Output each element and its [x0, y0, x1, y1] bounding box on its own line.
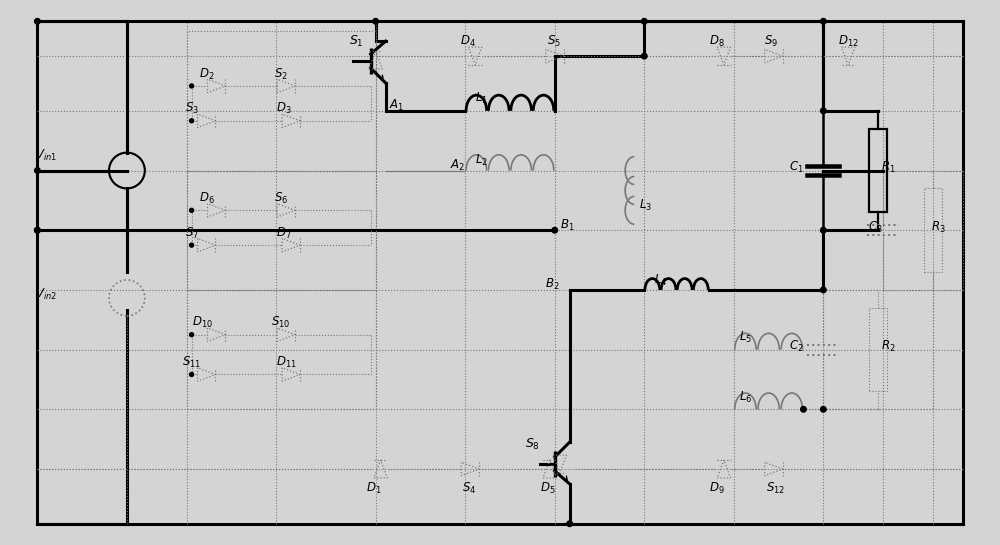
- Circle shape: [552, 227, 558, 233]
- Text: $A_2$: $A_2$: [450, 158, 465, 173]
- Circle shape: [821, 227, 826, 233]
- Circle shape: [641, 53, 647, 59]
- Text: $R_2$: $R_2$: [881, 339, 896, 354]
- Text: $D_6$: $D_6$: [199, 191, 214, 206]
- Text: $S_3$: $S_3$: [185, 101, 199, 117]
- Text: $L_6$: $L_6$: [739, 390, 752, 405]
- Text: $S_{12}$: $S_{12}$: [766, 481, 785, 496]
- Text: $D_{12}$: $D_{12}$: [838, 34, 859, 49]
- Text: $D_3$: $D_3$: [276, 101, 292, 117]
- Text: $S_7$: $S_7$: [185, 226, 199, 241]
- Text: $D_1$: $D_1$: [366, 481, 381, 496]
- Text: $S_1$: $S_1$: [349, 34, 363, 49]
- Text: $D_2$: $D_2$: [199, 66, 214, 82]
- Text: $A_1$: $A_1$: [389, 98, 404, 113]
- Text: $L_4$: $L_4$: [654, 272, 668, 288]
- Text: $D_5$: $D_5$: [540, 481, 555, 496]
- Circle shape: [801, 407, 806, 412]
- Text: $D_9$: $D_9$: [709, 481, 725, 496]
- Text: $D_4$: $D_4$: [460, 34, 476, 49]
- Text: $S_6$: $S_6$: [274, 191, 288, 206]
- Circle shape: [373, 19, 378, 24]
- Circle shape: [821, 108, 826, 113]
- Circle shape: [190, 208, 194, 213]
- Text: $L_5$: $L_5$: [739, 330, 752, 345]
- Circle shape: [190, 84, 194, 88]
- Text: $L_1$: $L_1$: [475, 92, 488, 106]
- Text: $S_8$: $S_8$: [525, 437, 540, 452]
- Text: $V_{in2}$: $V_{in2}$: [35, 287, 57, 302]
- Text: $V_{in1}$: $V_{in1}$: [35, 148, 57, 163]
- Circle shape: [567, 521, 572, 526]
- Text: $S_{10}$: $S_{10}$: [271, 315, 290, 330]
- Text: $R_3$: $R_3$: [931, 220, 945, 235]
- Text: $D_8$: $D_8$: [709, 34, 725, 49]
- Circle shape: [641, 19, 647, 24]
- Circle shape: [821, 287, 826, 293]
- Text: $C_2$: $C_2$: [789, 339, 803, 354]
- Circle shape: [35, 227, 40, 233]
- Text: $C_1$: $C_1$: [789, 160, 803, 175]
- Circle shape: [190, 119, 194, 123]
- Text: $D_7$: $D_7$: [276, 226, 292, 241]
- Circle shape: [190, 243, 194, 247]
- Circle shape: [35, 19, 40, 24]
- Text: $B_2$: $B_2$: [545, 277, 559, 293]
- Circle shape: [190, 332, 194, 337]
- Text: $S_9$: $S_9$: [764, 34, 778, 49]
- Circle shape: [35, 168, 40, 173]
- Circle shape: [35, 227, 40, 233]
- Text: $R_1$: $R_1$: [881, 160, 896, 175]
- Text: $L_3$: $L_3$: [639, 198, 652, 213]
- Text: $D_{10}$: $D_{10}$: [192, 315, 212, 330]
- Text: $S_5$: $S_5$: [547, 34, 561, 49]
- Circle shape: [821, 19, 826, 24]
- Text: $D_{11}$: $D_{11}$: [276, 355, 297, 370]
- Text: $C_3$: $C_3$: [868, 220, 883, 235]
- Text: $S_2$: $S_2$: [274, 66, 288, 82]
- Text: $S_{11}$: $S_{11}$: [182, 355, 201, 370]
- Text: $S_4$: $S_4$: [462, 481, 476, 496]
- Circle shape: [190, 372, 194, 377]
- Text: $B_1$: $B_1$: [560, 217, 574, 233]
- Text: $L_2$: $L_2$: [475, 153, 488, 168]
- Circle shape: [821, 407, 826, 412]
